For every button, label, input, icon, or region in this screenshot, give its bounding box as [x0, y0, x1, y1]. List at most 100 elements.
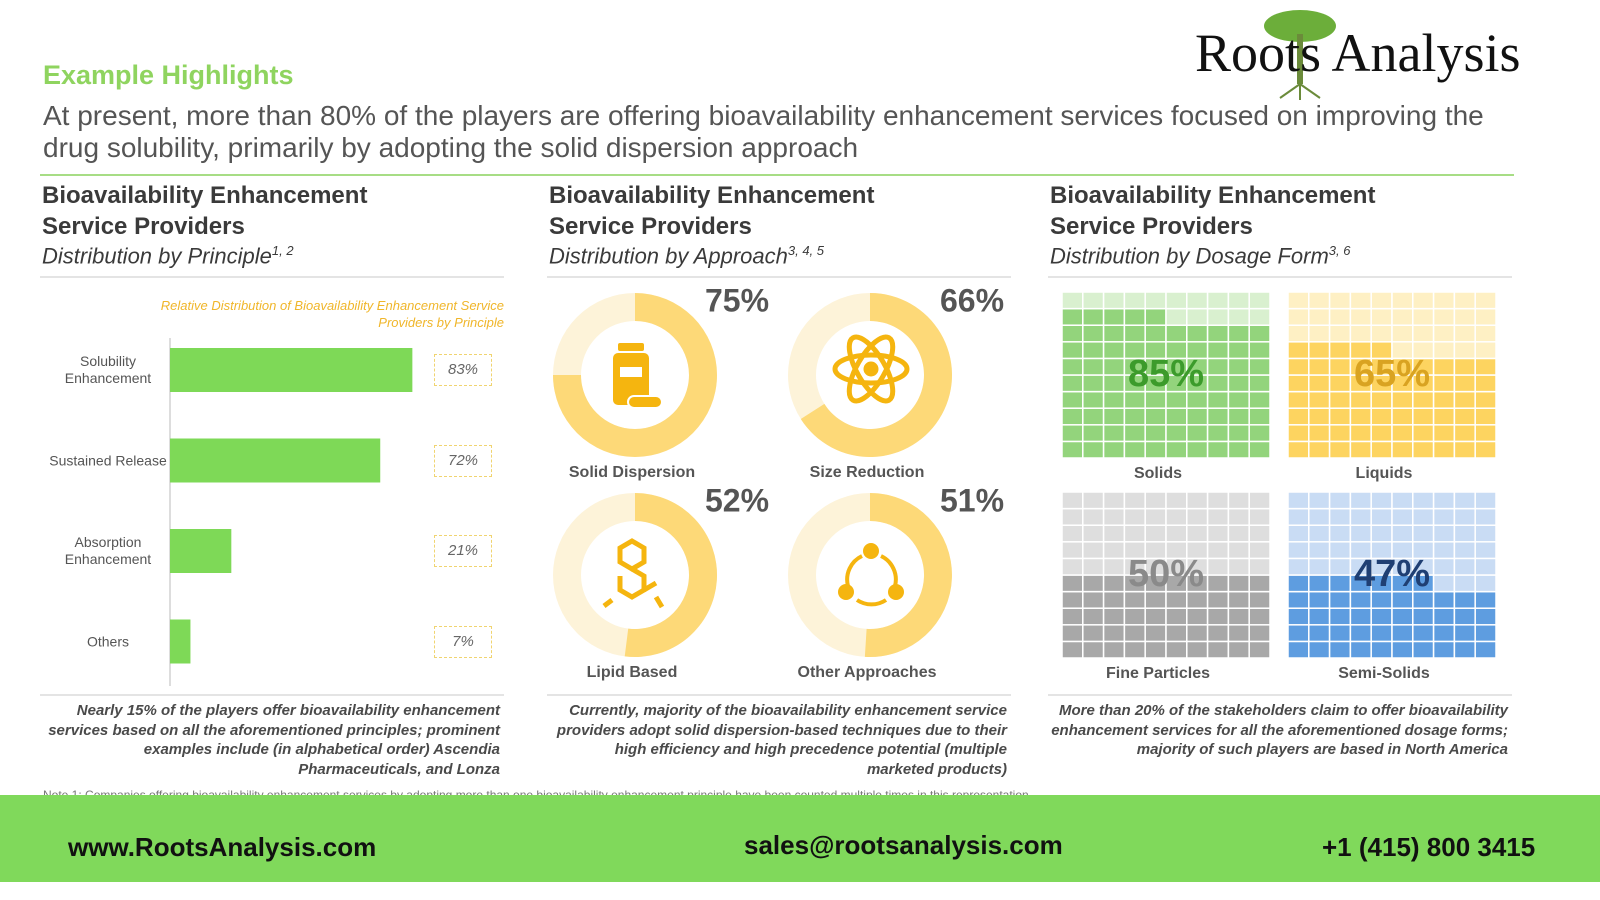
waffle-cell	[1248, 307, 1271, 326]
waffle-cell	[1248, 574, 1271, 593]
waffle-cell	[1474, 307, 1497, 326]
waffle-cell	[1287, 640, 1310, 659]
waffle-cell	[1328, 440, 1352, 459]
subtitle-text: Distribution by Approach	[549, 243, 788, 269]
waffle-cell	[1227, 624, 1250, 643]
waffle-cell	[1349, 307, 1372, 326]
value-label: 50%	[1128, 553, 1204, 595]
chart-subtitle: Distribution by Approach3, 4, 5	[549, 243, 824, 269]
waffle	[1061, 491, 1271, 659]
category-label: Fine Particles	[1106, 665, 1210, 682]
waffle-cell	[1061, 557, 1084, 576]
waffle-cell	[1061, 640, 1084, 659]
waffle-cell	[1432, 374, 1456, 393]
waffle-cell	[1144, 324, 1167, 343]
waffle-cell	[1123, 291, 1146, 310]
waffle-cell	[1287, 374, 1310, 393]
waffle-cell	[1432, 357, 1456, 376]
waffle-cell	[1391, 624, 1414, 643]
waffle-cell	[1227, 590, 1250, 609]
waffle-cell	[1287, 357, 1310, 376]
waffle-cell	[1474, 574, 1497, 593]
waffle-cell	[1144, 491, 1167, 510]
waffle-cell	[1328, 640, 1352, 659]
waffle-cell	[1227, 440, 1250, 459]
waffle-cell	[1206, 541, 1230, 560]
waffle-cell	[1248, 590, 1271, 609]
waffle-cell	[1248, 640, 1271, 659]
waffle-cell	[1082, 507, 1105, 526]
waffle-cell	[1206, 407, 1230, 426]
waffle-cell	[1432, 590, 1456, 609]
phone[interactable]: +1 (415) 800 3415	[1322, 832, 1536, 862]
waffle-cell	[1186, 607, 1209, 626]
waffle-cell	[1453, 607, 1476, 626]
waffle-cell	[1248, 624, 1271, 643]
waffle-cell	[1082, 491, 1105, 510]
waffle-cell	[1287, 574, 1310, 593]
category-label: Solids	[1134, 465, 1182, 482]
waffle-cell	[1061, 324, 1084, 343]
waffle-cell	[1412, 507, 1435, 526]
waffle-cell	[1248, 507, 1271, 526]
waffle-cell	[1308, 640, 1331, 659]
waffle-cell	[1102, 291, 1126, 310]
waffle-cell	[1144, 440, 1167, 459]
waffle-cell	[1328, 374, 1352, 393]
bar	[170, 619, 191, 664]
waffle-cell	[1370, 307, 1393, 326]
waffle-cell	[1144, 624, 1167, 643]
waffle-cell	[1102, 524, 1126, 543]
category-label: Semi-Solids	[1338, 665, 1430, 682]
waffle-cell	[1165, 491, 1188, 510]
waffle-cell	[1474, 607, 1497, 626]
divider	[1048, 694, 1512, 696]
icon	[602, 538, 665, 609]
caption: Nearly 15% of the players offer bioavail…	[48, 702, 500, 778]
waffle-cell	[1123, 440, 1146, 459]
waffle-cell	[1474, 390, 1497, 409]
waffle-cell	[1227, 374, 1250, 393]
footnote-ref: 3, 4, 5	[787, 243, 825, 258]
waffle-cell	[1082, 607, 1105, 626]
footer	[0, 795, 1600, 882]
waffle-cell	[1349, 440, 1372, 459]
waffle-cell	[1206, 357, 1230, 376]
waffle-cell	[1370, 440, 1393, 459]
divider	[40, 174, 1514, 176]
waffle-cell	[1206, 440, 1230, 459]
donut-arc	[553, 293, 717, 457]
waffle-cell	[1061, 524, 1084, 543]
waffle	[1287, 491, 1497, 659]
website[interactable]: www.RootsAnalysis.com	[68, 832, 377, 862]
value-label: 75%	[705, 282, 769, 318]
chart-title: Bioavailability Enhancement Service Prov…	[1050, 182, 1376, 240]
waffle-cell	[1453, 341, 1476, 360]
waffle-cell	[1165, 440, 1188, 459]
waffle-cell	[1474, 624, 1497, 643]
footnote-ref: 1, 2	[271, 243, 294, 258]
waffle-cell	[1453, 557, 1476, 576]
waffle-cell	[1144, 640, 1167, 659]
waffle-cell	[1144, 307, 1167, 326]
waffle-cell	[1474, 407, 1497, 426]
waffle-cell	[1287, 541, 1310, 560]
waffle-cell	[1102, 357, 1126, 376]
waffle-cell	[1308, 440, 1331, 459]
icon	[832, 334, 910, 404]
email[interactable]: sales@rootsanalysis.com	[744, 830, 1063, 860]
bar	[170, 348, 413, 392]
waffle-cell	[1102, 590, 1126, 609]
value-label: 66%	[940, 282, 1004, 318]
category-label: Absorption Enhancement	[64, 534, 152, 567]
waffle-cell	[1308, 407, 1331, 426]
waffle-cell	[1206, 307, 1230, 326]
waffle-cell	[1186, 491, 1209, 510]
waffle-cell	[1248, 390, 1271, 409]
waffle-cell	[1123, 624, 1146, 643]
subtitle-text: Distribution by Dosage Form	[1050, 243, 1329, 269]
waffle-cell	[1082, 574, 1105, 593]
divider	[1048, 276, 1512, 278]
subtitle-text: Distribution by Principle	[42, 243, 272, 269]
